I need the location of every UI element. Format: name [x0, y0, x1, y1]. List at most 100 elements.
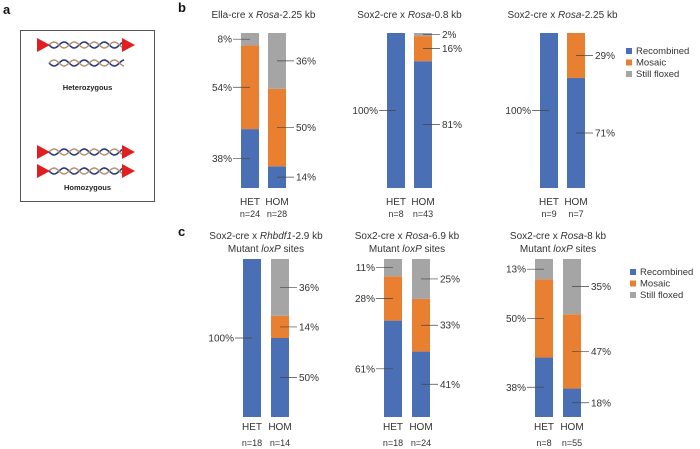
data-label: 100% — [505, 106, 531, 117]
legend-swatch — [630, 269, 636, 275]
loxp-triangle-icon — [37, 164, 50, 178]
data-label: 35% — [591, 282, 611, 293]
n-label: n=8 — [388, 209, 403, 219]
category-label: HOM — [560, 422, 583, 433]
title-part: Rosa — [558, 10, 582, 21]
n-label: n=9 — [541, 209, 556, 219]
legend-swatch — [626, 71, 632, 77]
title-part: Sox2-cre x — [357, 10, 408, 21]
n-label: n=18 — [383, 438, 403, 448]
chart-3: Sox2-cre x Rhbdf1-2.9 kb Mutant loxP site… — [208, 231, 323, 448]
n-label: n=7 — [568, 209, 583, 219]
legend-label: Recombined — [640, 267, 693, 278]
n-label: n=18 — [242, 438, 262, 448]
data-label: 13% — [506, 265, 526, 276]
n-label: n=24 — [240, 209, 260, 219]
data-label: 61% — [355, 364, 375, 375]
title-part: Sox2-cre x — [355, 231, 406, 242]
title-part: -6.9 kb — [429, 231, 460, 242]
data-label: 14% — [299, 322, 319, 333]
category-label: HOM — [409, 422, 432, 433]
chart-title: Mutant loxP sites — [520, 244, 596, 255]
dna-strand — [48, 41, 125, 49]
legend-swatch — [626, 48, 632, 54]
zygosity-schematic: Heterozygous Homozygous — [20, 30, 155, 202]
n-label: n=28 — [267, 209, 287, 219]
n-label: n=24 — [411, 438, 431, 448]
category-label: HET — [242, 422, 262, 433]
legend-swatch — [630, 292, 636, 298]
legend-label: Mosaic — [636, 58, 666, 69]
loxp-triangle-icon — [37, 38, 50, 52]
heterozygous-label: Heterozygous — [62, 83, 113, 92]
title-part: loxP — [402, 244, 422, 255]
category-label: HET — [386, 197, 406, 208]
legend-label: Recombined — [636, 46, 689, 57]
title-part: Rosa — [256, 10, 280, 21]
data-label: 14% — [296, 173, 316, 184]
data-label: 38% — [212, 154, 232, 165]
dna-strand — [48, 167, 125, 175]
data-label: 50% — [296, 123, 316, 134]
title-part: Rhbdf1 — [260, 231, 292, 242]
data-label: 28% — [355, 294, 375, 305]
dna-strand — [48, 148, 125, 156]
data-label: 36% — [296, 56, 316, 67]
chart-title: Ella-cre x Rosa-2.25 kb — [212, 10, 316, 21]
title-part: Rosa — [560, 231, 584, 242]
legend-label: Still floxed — [640, 290, 683, 301]
data-label: 71% — [595, 128, 615, 139]
chart-title: Mutant loxP sites — [228, 244, 304, 255]
data-label: 36% — [299, 283, 319, 294]
data-label: 38% — [506, 383, 526, 394]
data-label: 18% — [591, 398, 611, 409]
title-part: loxP — [553, 244, 573, 255]
legend-swatch — [630, 280, 636, 287]
loxp-triangle-icon — [122, 164, 135, 178]
loxp-triangle-icon — [37, 145, 50, 159]
data-label: 33% — [440, 321, 460, 332]
legend-swatch — [626, 59, 632, 66]
category-label: HET — [539, 197, 559, 208]
category-label: HOM — [564, 197, 587, 208]
dna-illustration — [37, 38, 135, 178]
n-label: n=55 — [562, 438, 582, 448]
data-label: 16% — [442, 44, 462, 55]
title-part: Mutant — [228, 244, 261, 255]
dna-strand — [48, 148, 125, 156]
chart-title: Sox2-cre x Rosa-2.25 kb — [507, 10, 618, 21]
chart-4: Sox2-cre x Rosa-6.9 kb Mutant loxP sites 6… — [355, 231, 460, 448]
chart-5: Sox2-cre x Rosa-8 kb Mutant loxP sites 38%… — [506, 231, 611, 448]
data-label: 2% — [442, 30, 457, 41]
title-part: Sox2-cre x — [507, 10, 558, 21]
category-label: HET — [534, 422, 554, 433]
title-part: -2.9 kb — [292, 231, 323, 242]
title-part: -0.8 kb — [431, 10, 462, 21]
panel-label-a: a — [3, 2, 11, 17]
title-part: sites — [281, 244, 304, 255]
n-label: n=8 — [536, 438, 551, 448]
category-label: HET — [383, 422, 403, 433]
loxp-triangle-icon — [122, 38, 135, 52]
legend-label: Mosaic — [640, 279, 670, 290]
title-part: -2.25 kb — [581, 10, 618, 21]
title-part: Mutant — [369, 244, 402, 255]
dna-helix — [48, 167, 125, 175]
data-label: 8% — [218, 35, 233, 46]
chart-title: Sox2-cre x Rhbdf1-2.9 kb — [209, 231, 323, 242]
chart-title: Mutant loxP sites — [369, 244, 445, 255]
data-label: 41% — [440, 380, 460, 391]
title-part: sites — [573, 244, 596, 255]
dna-strand — [48, 41, 125, 49]
dna-strand — [48, 59, 125, 67]
title-part: -2.25 kb — [279, 10, 316, 21]
title-part: Mutant — [520, 244, 553, 255]
data-label: 47% — [591, 347, 611, 358]
category-label: HOM — [411, 197, 434, 208]
data-label: 50% — [299, 373, 319, 384]
panel-label-c: c — [178, 224, 186, 239]
title-part: Sox2-cre x — [510, 231, 561, 242]
